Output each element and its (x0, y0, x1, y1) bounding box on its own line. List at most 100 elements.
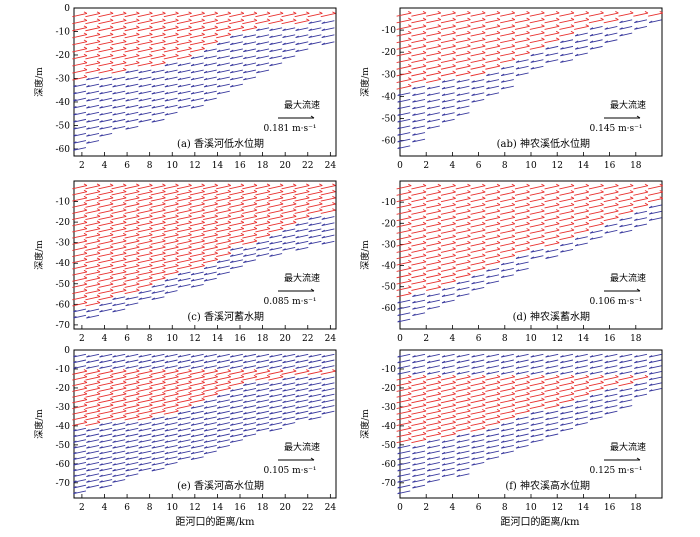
vector-arrowhead (83, 391, 88, 395)
velocity-vector (177, 90, 191, 95)
velocity-vector (268, 228, 284, 233)
vector-arrowhead (319, 11, 323, 14)
vector-arrowhead (136, 391, 140, 395)
vector-arrowhead (408, 285, 412, 288)
velocity-vector (485, 242, 501, 247)
vector-arrowhead (216, 49, 221, 53)
velocity-vector (204, 410, 217, 415)
vector-arrowhead (555, 221, 560, 225)
velocity-vector (308, 216, 322, 220)
x-tick-label: 10 (167, 161, 179, 171)
velocity-vector (282, 376, 296, 381)
velocity-vector (411, 58, 427, 64)
vector-arrowhead (149, 220, 153, 223)
vector-arrowhead (73, 429, 77, 432)
vector-arrowhead (452, 17, 456, 21)
vector-arrowhead (574, 406, 579, 409)
vector-arrowhead (83, 257, 88, 260)
velocity-vector (486, 274, 500, 278)
vector-arrowhead (555, 30, 560, 34)
vector-arrowhead (456, 294, 461, 297)
vector-arrowhead (308, 389, 312, 392)
vector-arrowhead (188, 226, 192, 230)
velocity-vector (124, 203, 140, 208)
vector-arrowhead (482, 183, 486, 187)
vector-arrowhead (496, 190, 501, 193)
vector-arrowhead (112, 423, 116, 426)
y-tick-label: -10 (56, 198, 71, 208)
vector-arrowhead (422, 183, 427, 187)
velocity-vector (456, 287, 470, 291)
velocity-vector (412, 467, 426, 472)
velocity-vector (574, 210, 589, 215)
velocity-vector (204, 353, 217, 358)
vector-arrowhead (240, 226, 245, 230)
vector-arrowhead (600, 221, 604, 225)
velocity-vector (441, 370, 455, 375)
velocity-vector (98, 234, 114, 239)
vector-arrowhead (99, 480, 103, 483)
vector-arrowhead (574, 423, 579, 426)
vector-arrowhead (201, 391, 205, 395)
vector-arrowhead (162, 189, 166, 193)
vector-arrowhead (151, 423, 156, 426)
vector-arrowhead (308, 223, 312, 226)
vector-arrowhead (570, 11, 575, 14)
vector-arrowhead (175, 46, 179, 50)
vector-arrowhead (471, 355, 475, 358)
velocity-vector (151, 290, 165, 294)
velocity-vector (456, 467, 470, 472)
velocity-vector (471, 359, 485, 364)
velocity-vector (545, 416, 559, 421)
vector-arrowhead (164, 440, 169, 443)
velocity-vector (500, 217, 515, 222)
velocity-vector (426, 191, 441, 196)
velocity-vector (72, 246, 88, 251)
vector-arrowhead (397, 463, 401, 466)
velocity-vector (256, 416, 270, 421)
velocity-vector (514, 217, 530, 222)
vector-arrowhead (412, 93, 416, 96)
vector-arrowhead (214, 386, 218, 389)
velocity-vector (455, 404, 471, 409)
velocity-vector (426, 72, 441, 77)
vector-arrowhead (109, 239, 114, 242)
velocity-vector (217, 271, 230, 276)
vector-arrowhead (151, 463, 156, 466)
vector-arrowhead (422, 409, 427, 412)
velocity-vector (440, 387, 456, 392)
velocity-vector (308, 41, 322, 46)
velocity-vector (151, 365, 165, 369)
velocity-vector (396, 12, 412, 17)
vector-arrowhead (125, 127, 129, 130)
vector-arrowhead (422, 247, 427, 250)
vector-arrowhead (243, 394, 247, 398)
vector-arrowhead (203, 440, 208, 443)
velocity-vector (426, 399, 441, 404)
vector-arrowhead (511, 11, 516, 14)
velocity-vector (216, 234, 231, 239)
vector-arrowhead (659, 183, 663, 187)
vector-arrowhead (482, 30, 486, 34)
vector-arrowhead (112, 480, 116, 483)
velocity-vector (618, 185, 634, 190)
vector-arrowhead (634, 355, 638, 358)
velocity-vector (176, 240, 192, 245)
velocity-vector (441, 299, 455, 304)
vector-arrowhead (112, 99, 116, 102)
velocity-vector (268, 203, 284, 208)
velocity-vector (177, 83, 191, 88)
x-tick-label: 10 (525, 334, 537, 344)
vector-arrowhead (482, 44, 486, 47)
vector-arrowhead (99, 366, 103, 369)
velocity-vector (411, 404, 427, 409)
vector-arrowhead (308, 42, 312, 46)
vector-arrowhead (295, 383, 299, 386)
vector-arrowhead (482, 221, 486, 225)
vector-arrowhead (308, 235, 312, 239)
vector-arrowhead (201, 251, 205, 254)
velocity-vector (243, 433, 257, 438)
vector-arrowhead (496, 234, 501, 237)
velocity-vector (411, 439, 427, 444)
vector-arrowhead (541, 196, 545, 199)
